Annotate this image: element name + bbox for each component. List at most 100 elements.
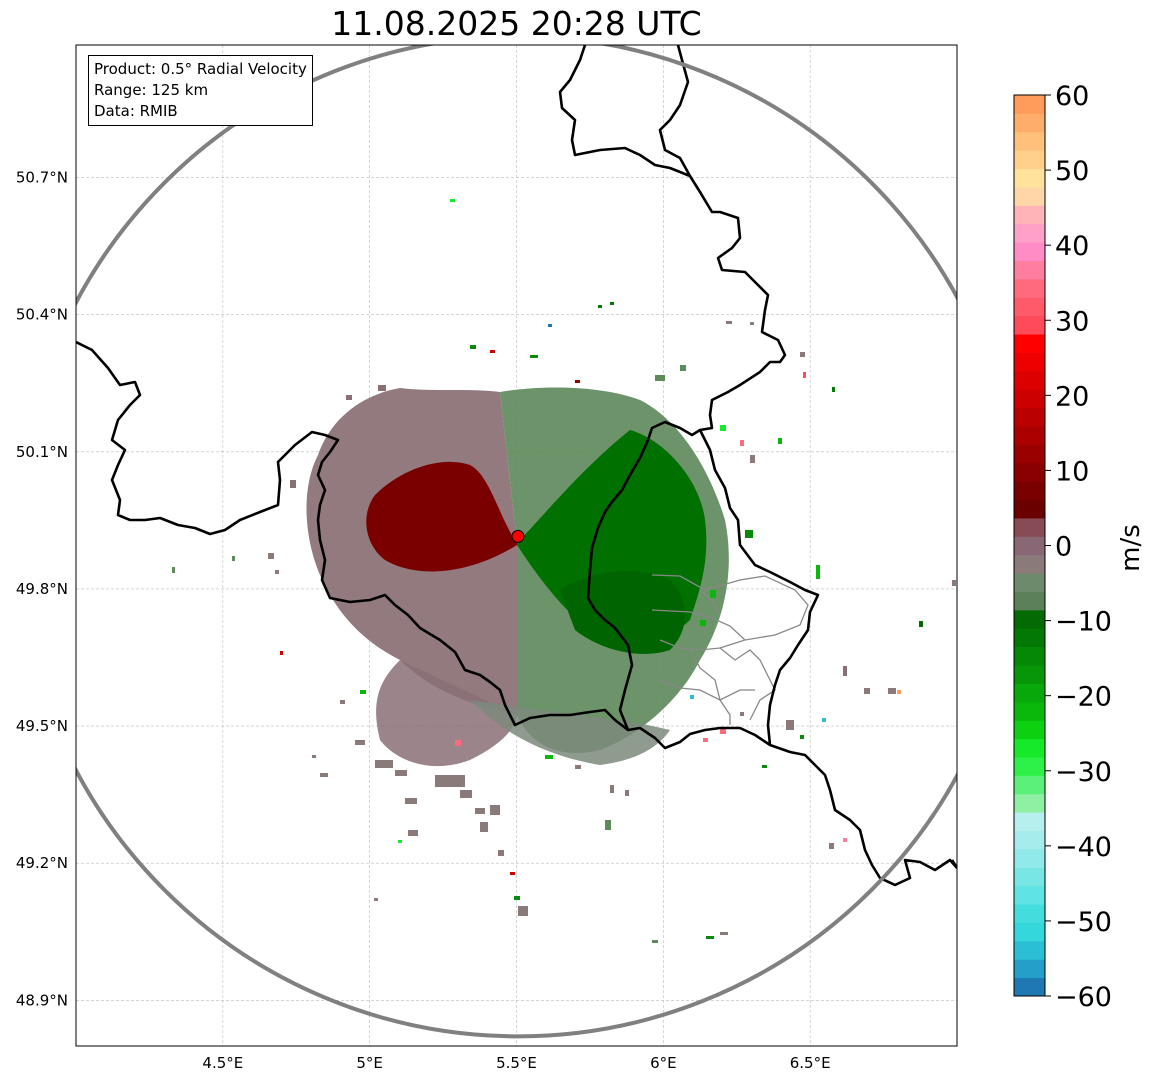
colorbar-band [1014,665,1045,684]
echo-west-core [366,461,517,572]
colorbar-band [1014,334,1045,353]
colorbar-band [1014,389,1045,409]
colorbar-band [1014,775,1045,795]
colorbar-band [1014,756,1045,776]
colorbar-tick-label: 0 [1055,532,1072,563]
colorbar-bands [1014,95,1045,997]
lat-tick-label: 50.1°N [16,443,68,461]
colorbar-band [1014,186,1045,206]
echo-speckles [172,199,956,943]
chart-title: 11.08.2025 20:28 UTC [331,4,702,43]
colorbar-tick-label: 60 [1055,81,1089,112]
colorbar-band [1014,242,1045,261]
colorbar-band [1014,536,1045,556]
colorbar-band [1014,407,1045,427]
border-belgium-france-west [76,340,957,887]
colorbar-ticks: 60 50 40 30 20 10 0 −10 −20 −30 −40 −50 −60 [1045,81,1112,1013]
colorbar-band [1014,940,1045,960]
lon-tick-label: 6°E [650,1054,677,1072]
lon-tick-label: 5°E [356,1054,383,1072]
admin-boundaries [651,574,809,725]
colorbar-band [1014,683,1045,703]
colorbar-tick-label: 30 [1055,306,1089,337]
colorbar-band [1014,150,1045,170]
axis-tick-labels: 48.9°N 49.2°N 49.5°N 49.8°N 50.1°N 50.4°N 50.7… [16,169,831,1072]
country-borders [76,45,957,887]
colorbar-band [1014,131,1045,151]
product-info-box: Product: 0.5° Radial Velocity Range: 125… [88,55,313,126]
lat-tick-label: 49.5°N [16,717,68,735]
colorbar-band [1014,812,1045,832]
echo-south-wash [470,700,670,765]
colorbar-band [1014,609,1045,629]
colorbar-band [1014,499,1045,519]
colorbar-band [1014,113,1045,133]
colorbar-tick-label: −60 [1055,982,1112,1013]
range-ring-group [76,45,957,1039]
echo-southeast-core [560,571,685,654]
colorbar-band [1014,168,1045,188]
colorbar-band [1014,370,1045,390]
radar-echo-layer [172,199,956,943]
border-luxembourg-germany [658,45,820,746]
lat-tick-label: 48.9°N [16,991,68,1009]
colorbar-tick-label: −50 [1055,907,1112,938]
colorbar-band [1014,646,1045,666]
colorbar: 60 50 40 30 20 10 0 −10 −20 −30 −40 −50 −60 [1013,81,1112,1013]
colorbar-band [1014,95,1045,114]
colorbar-band [1014,959,1045,979]
echo-southwest-tail [376,660,517,767]
colorbar-unit-label: m/s [1116,524,1146,572]
lon-tick-label: 6.5°E [790,1054,831,1072]
colorbar-band [1014,738,1045,758]
colorbar-band [1014,517,1045,537]
lat-tick-label: 49.2°N [16,854,68,872]
colorbar-tick-label: 20 [1055,381,1089,412]
border-belgium-luxembourg-germany [558,45,787,731]
colorbar-band [1014,278,1045,298]
colorbar-band [1014,830,1045,850]
colorbar-band [1014,573,1045,592]
colorbar-band [1014,628,1045,648]
colorbar-band [1014,848,1045,868]
colorbar-band [1014,720,1045,740]
colorbar-band [1014,260,1045,280]
colorbar-tick-label: −40 [1055,832,1112,863]
colorbar-band [1014,425,1045,445]
colorbar-band [1014,352,1045,372]
colorbar-band [1014,977,1045,997]
colorbar-band [1014,885,1045,905]
map-frame [75,44,958,1047]
colorbar-band [1014,554,1045,574]
lat-tick-label: 50.4°N [16,306,68,324]
range-label: Range: 125 km [94,81,209,99]
colorbar-band [1014,297,1045,317]
lon-tick-label: 5.5°E [496,1054,537,1072]
colorbar-band [1014,444,1045,464]
colorbar-band [1014,867,1045,887]
lat-tick-label: 50.7°N [16,169,68,187]
colorbar-tick-label: −10 [1055,607,1112,638]
colorbar-tick-label: 50 [1055,156,1089,187]
colorbar-band [1014,701,1045,721]
colorbar-band [1014,205,1045,225]
colorbar-band [1014,904,1045,923]
colorbar-band [1014,922,1045,942]
radar-site-marker [511,529,525,543]
data-source-label: Data: RMIB [94,102,178,120]
colorbar-tick-label: 40 [1055,231,1089,262]
colorbar-band [1014,462,1045,482]
lat-tick-label: 49.8°N [16,580,68,598]
colorbar-band [1014,591,1045,611]
colorbar-band [1014,223,1045,243]
colorbar-tick-label: 10 [1055,456,1089,487]
colorbar-tick-label: −30 [1055,757,1112,788]
colorbar-tick-label: −20 [1055,682,1112,713]
lon-tick-label: 4.5°E [202,1054,243,1072]
colorbar-band [1014,315,1045,335]
product-label: Product: 0.5° Radial Velocity [94,60,307,78]
colorbar-band [1014,481,1045,501]
border-east-germany-france [950,859,957,869]
